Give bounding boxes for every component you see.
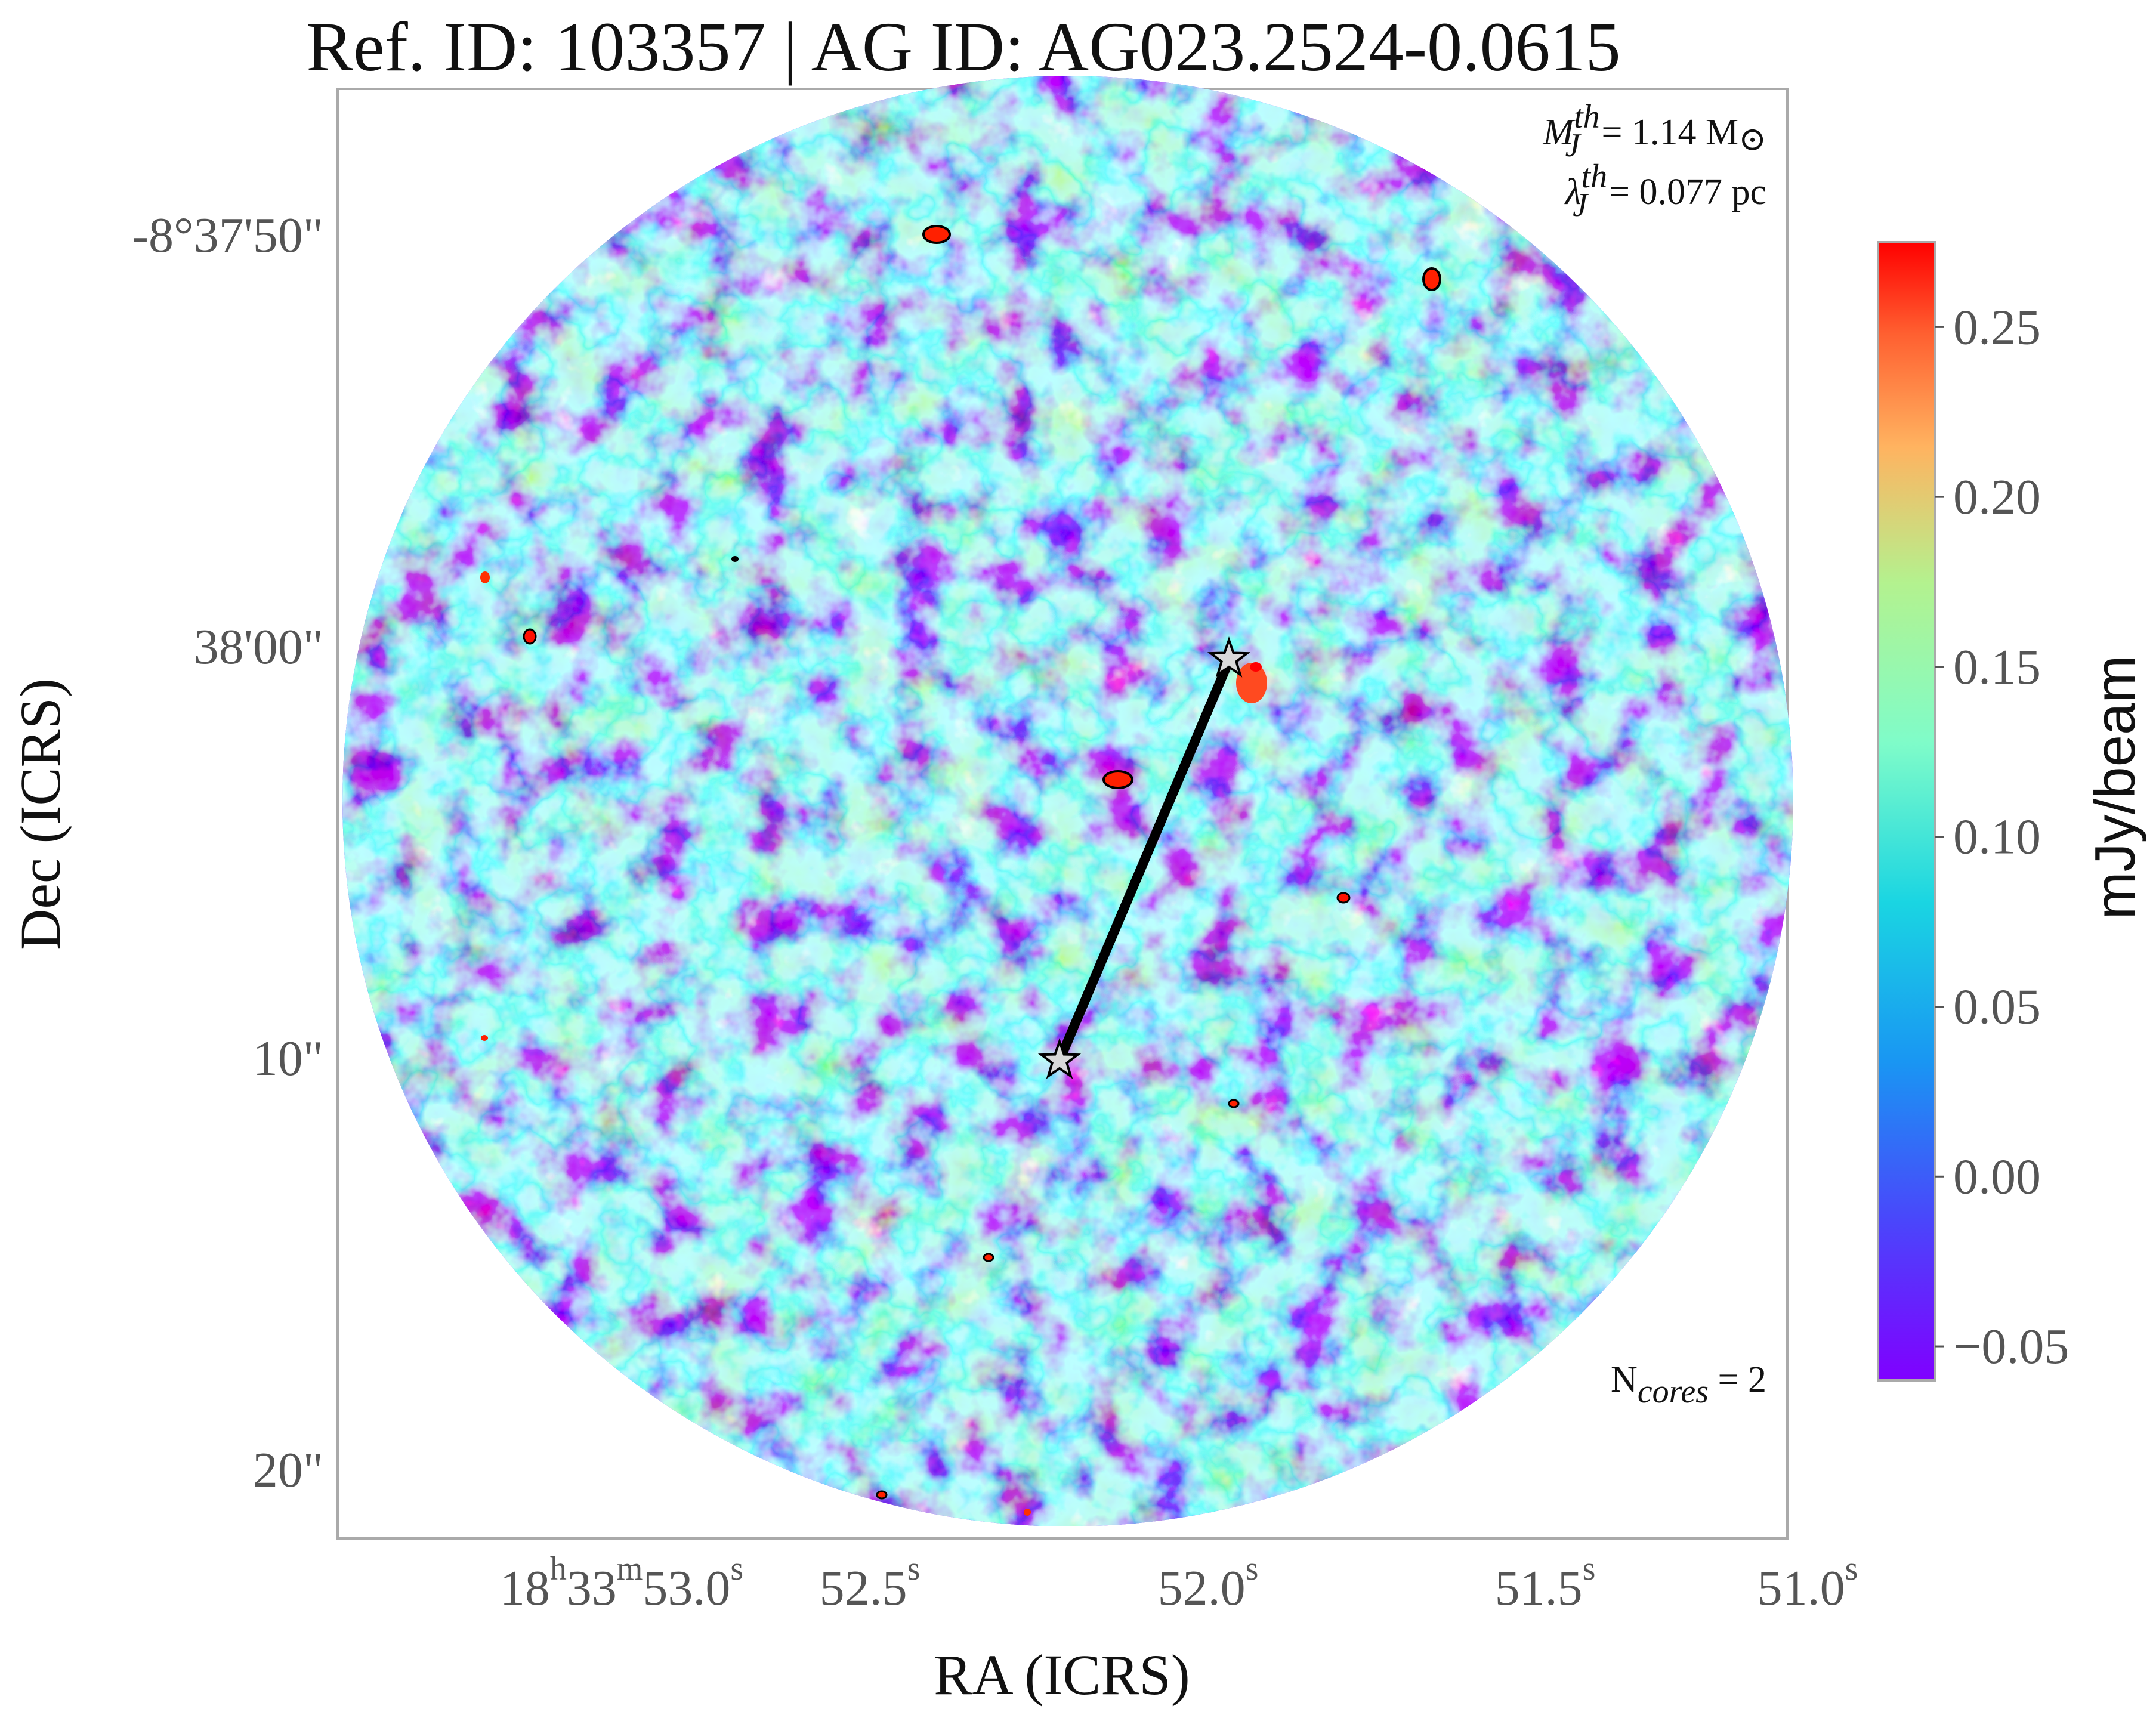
- bright-clumps: [480, 225, 1441, 1516]
- x-axis-label: RA (ICRS): [934, 1643, 1190, 1707]
- x-tick-label: 51.5s: [1495, 1550, 1596, 1616]
- intensity-map: [342, 76, 1793, 1526]
- chart-title: Ref. ID: 103357 | AG ID: AG023.2524-0.06…: [306, 8, 1620, 86]
- core-marker-1: [1207, 636, 1251, 678]
- colorbar-tick-label: 0.05: [1953, 979, 2041, 1034]
- core-connector-line: [1055, 656, 1234, 1065]
- x-tick-label: 51.0s: [1757, 1550, 1858, 1616]
- colorbar: [1877, 241, 1936, 1382]
- colorbar-tick-label: 0.20: [1953, 469, 2041, 525]
- x-tick-label: 18h33m53.0s: [500, 1550, 743, 1616]
- x-tick-label: 52.5s: [820, 1550, 921, 1616]
- colorbar-tick-label: −0.05: [1953, 1319, 2069, 1374]
- colorbar-label: mJy/beam: [2083, 656, 2147, 920]
- colorbar-ticks: 0.25 0.20 0.15 0.10 0.05 0.00 −0.05: [1935, 299, 2069, 1374]
- colorbar-tick-label: 0.10: [1953, 809, 2041, 865]
- x-tick-label: 52.0s: [1158, 1550, 1259, 1616]
- core-marker-2: [1037, 1037, 1082, 1079]
- jeans-mass-text: Mth J = 1.14 M⊙: [1542, 98, 1766, 164]
- y-tick-label: 10": [253, 1031, 323, 1086]
- colorbar-tick-label: 0.00: [1953, 1149, 2041, 1204]
- core-count-text: Ncores = 2: [1611, 1359, 1766, 1410]
- y-tick-label: -8°37'50": [132, 208, 323, 263]
- y-tick-label: 20": [253, 1442, 323, 1498]
- y-tick-label: 38'00": [194, 619, 323, 675]
- colorbar-tick-label: 0.15: [1953, 639, 2041, 695]
- colorbar-tick-label: 0.25: [1953, 299, 2041, 355]
- jeans-length-text: λth J = 0.077 pc: [1564, 158, 1766, 224]
- y-axis-label: Dec (ICRS): [8, 678, 72, 950]
- jeans-annotation: Mth J = 1.14 M⊙ λth J = 0.077 pc: [1542, 98, 1766, 224]
